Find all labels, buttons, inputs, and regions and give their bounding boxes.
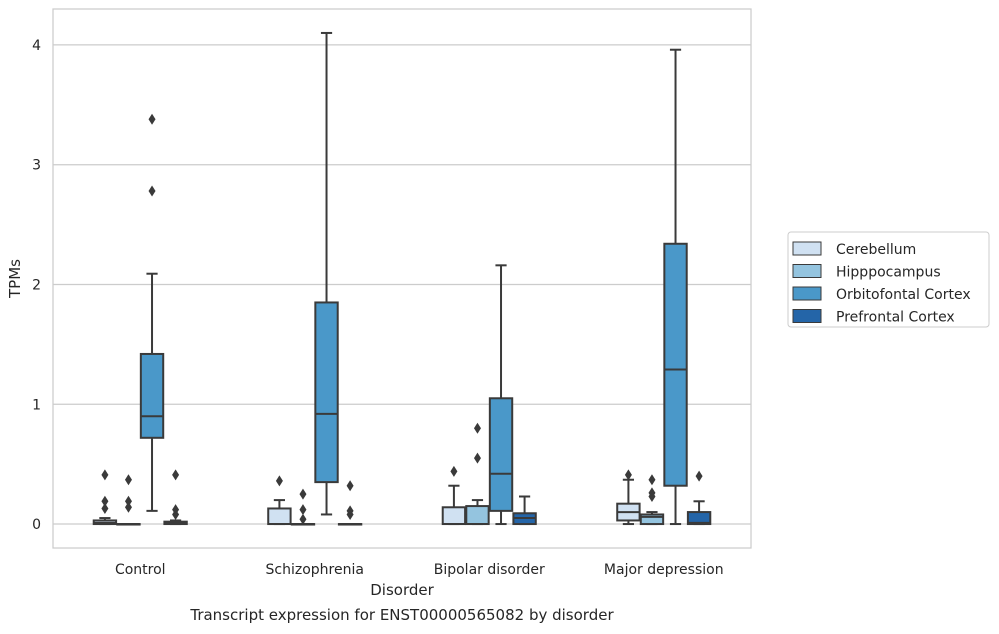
outlier-point — [275, 475, 283, 487]
box-prefrontal-cortex — [512, 495, 537, 526]
outlier-point — [101, 495, 109, 507]
y-tick-label: 1 — [32, 397, 41, 413]
box-cerebellum — [616, 469, 641, 526]
outlier-point — [346, 480, 354, 492]
y-axis-title: TPMs — [6, 259, 24, 299]
box-orbitofontal-cortex — [488, 264, 514, 526]
outlier-point — [148, 185, 156, 197]
box-iqr — [686, 511, 712, 526]
legend-swatch — [792, 309, 822, 323]
box-hipppocampus — [290, 488, 316, 526]
box-iqr — [314, 301, 339, 484]
gridlines — [53, 44, 751, 525]
legend-frame — [787, 231, 990, 328]
legend: Cerebellum Hipppocampus Orbitofontal Corte… — [787, 231, 990, 328]
box-hipppocampus — [116, 474, 141, 526]
outlier-point — [450, 465, 458, 477]
x-axis-title: Disorder — [370, 581, 434, 599]
y-tick-label: 4 — [32, 38, 41, 54]
box-orbitofontal-cortex — [314, 31, 339, 516]
outlier-point — [695, 470, 703, 482]
y-tick-label: 3 — [32, 158, 41, 174]
legend-swatch — [792, 241, 822, 256]
x-tick-label: Schizophrenia — [266, 562, 364, 578]
box-orbitofontal-cortex — [139, 113, 165, 512]
outlier-point — [473, 452, 481, 464]
y-axis-ticks: 0 1 2 3 4 — [32, 38, 41, 533]
outlier-point — [101, 502, 109, 514]
outlier-point — [648, 474, 656, 486]
outlier-point — [346, 505, 354, 517]
outlier-point — [148, 113, 156, 125]
box-hipppocampus — [465, 422, 490, 526]
box-iqr — [488, 397, 514, 512]
outlier-point — [172, 469, 180, 481]
box-iqr — [139, 352, 165, 439]
outlier-point — [299, 488, 307, 500]
y-tick-label: 2 — [32, 277, 41, 293]
legend-label: Hipppocampus — [836, 265, 941, 281]
box-prefrontal-cortex — [337, 480, 363, 526]
box-iqr — [465, 505, 490, 526]
outlier-point — [648, 487, 656, 499]
x-tick-label: Control — [115, 562, 166, 578]
outlier-point — [473, 422, 481, 434]
box-hipppocampus — [639, 474, 665, 526]
legend-swatch — [792, 286, 822, 301]
box-iqr — [639, 513, 665, 526]
box-prefrontal-cortex — [686, 470, 712, 526]
outlier-point — [172, 504, 180, 516]
box-iqr — [663, 242, 688, 487]
box-orbitofontal-cortex — [663, 48, 688, 526]
outlier-point — [124, 474, 132, 486]
plot-frame — [52, 8, 752, 549]
box-cerebellum — [267, 475, 292, 526]
y-tick-label: 0 — [32, 517, 41, 533]
legend-label: Orbitofontal Cortex — [836, 287, 971, 303]
outlier-point — [124, 501, 132, 513]
box-iqr — [267, 507, 292, 526]
box-prefrontal-cortex — [163, 469, 188, 526]
x-axis-ticks: Control Schizophrenia Bipolar disorder Majo… — [115, 562, 724, 578]
box-cerebellum — [92, 469, 118, 526]
outlier-point — [299, 513, 307, 525]
outlier-point — [624, 469, 632, 481]
x-tick-label: Bipolar disorder — [434, 562, 545, 578]
box-iqr — [441, 506, 467, 526]
outlier-point — [101, 469, 109, 481]
box-cerebellum — [441, 465, 467, 526]
legend-label: Prefrontal Cortex — [836, 310, 955, 326]
outlier-point — [299, 504, 307, 516]
x-tick-label: Major depression — [604, 562, 724, 578]
legend-label: Cerebellum — [836, 242, 916, 258]
figure-caption: Transcript expression for ENST0000056508… — [190, 606, 614, 624]
legend-swatch — [792, 264, 822, 278]
boxes — [92, 31, 712, 526]
outlier-point — [124, 495, 132, 507]
